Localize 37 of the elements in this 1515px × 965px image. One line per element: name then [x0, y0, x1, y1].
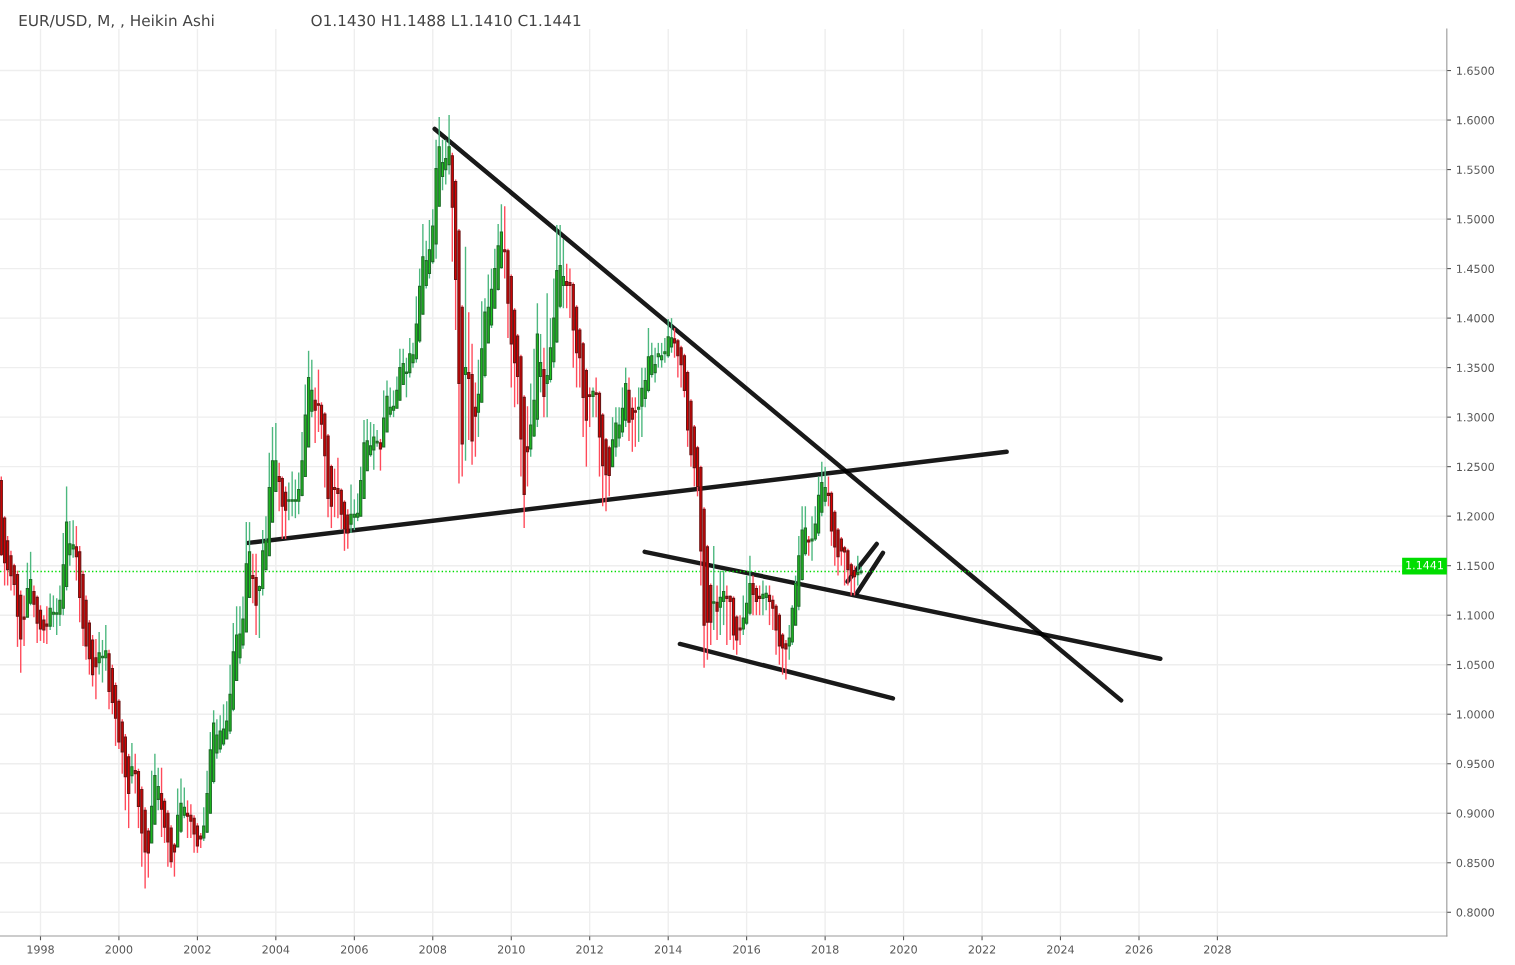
ref-line-label: 1.1441 — [1406, 561, 1443, 570]
y-tick-label: 1.1500 — [1457, 561, 1494, 571]
y-tick-label: 1.1000 — [1457, 611, 1494, 620]
chart-subtitle: O1.1430 H1.1488 L1.1410 C1.1441 — [311, 14, 581, 27]
chart-title: EUR/USD, M, , Heikin Ashi — [19, 14, 214, 28]
y-tick-label: 1.5500 — [1457, 165, 1494, 174]
x-tick-label: 2012 — [576, 945, 603, 954]
x-tick-label: 2008 — [419, 945, 447, 954]
x-tick-label: 2022 — [968, 945, 996, 954]
y-tick-label: 0.8500 — [1456, 858, 1494, 868]
y-tick-label: 1.2500 — [1457, 462, 1494, 472]
y-tick-label: 1.5000 — [1457, 215, 1494, 224]
x-tick-label: 2006 — [341, 945, 368, 954]
y-tick-label: 1.4500 — [1457, 264, 1494, 273]
x-tick-label: 2024 — [1047, 945, 1074, 954]
y-tick-label: 0.9500 — [1456, 759, 1494, 769]
x-tick-label: 2020 — [890, 945, 917, 954]
x-tick-label: 2000 — [105, 945, 133, 954]
x-tick-label: 2002 — [184, 945, 211, 954]
x-tick-label: 2028 — [1204, 945, 1231, 954]
y-tick-label: 1.6000 — [1457, 116, 1494, 125]
y-tick-label: 1.3500 — [1457, 363, 1494, 373]
y-tick-label: 1.6500 — [1457, 66, 1494, 75]
y-tick-label: 0.9000 — [1456, 809, 1494, 818]
x-tick-label: 2016 — [733, 945, 761, 954]
y-tick-label: 1.0000 — [1457, 710, 1494, 719]
x-tick-label: 2026 — [1125, 945, 1153, 954]
x-tick-label: 2018 — [811, 945, 839, 954]
y-tick-label: 0.8000 — [1456, 908, 1494, 917]
y-tick-label: 1.0500 — [1457, 660, 1494, 670]
y-tick-label: 1.2000 — [1457, 512, 1494, 521]
x-tick-label: 1998 — [27, 945, 54, 954]
x-tick-label: 2004 — [262, 945, 290, 954]
y-tick-label: 1.4000 — [1457, 314, 1494, 323]
y-tick-label: 1.3000 — [1457, 413, 1494, 422]
x-tick-label: 2014 — [654, 945, 682, 954]
x-tick-label: 2010 — [497, 945, 525, 954]
